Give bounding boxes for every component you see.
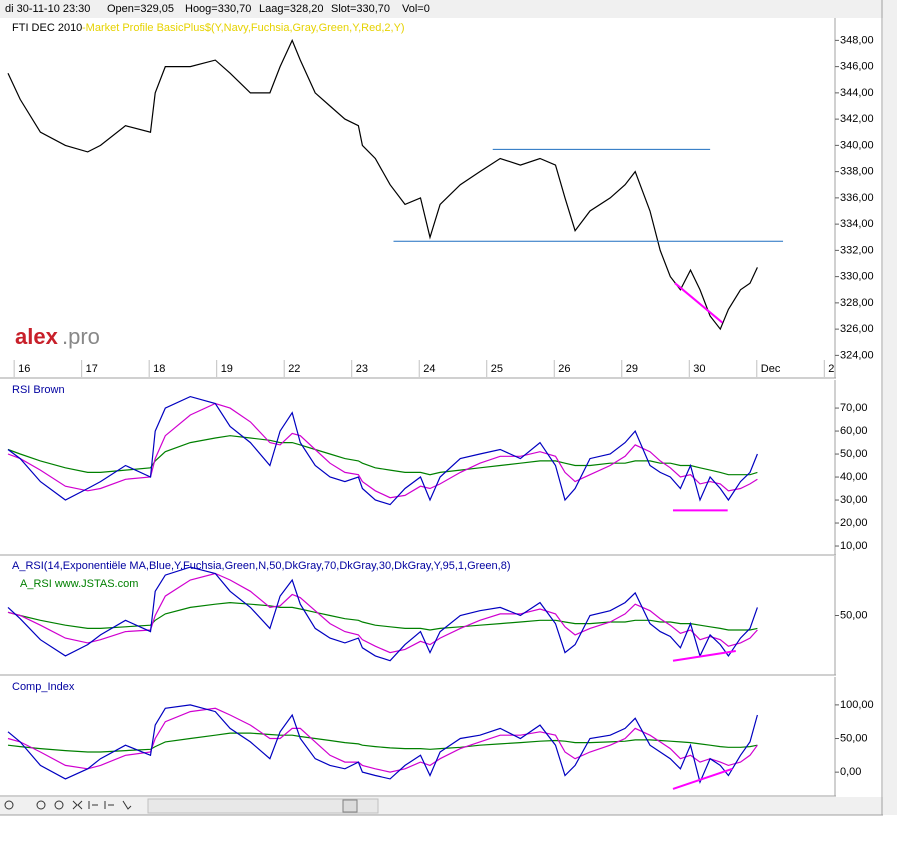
series-line xyxy=(7,38,758,331)
nav-icon[interactable] xyxy=(104,801,114,809)
trend-line xyxy=(672,650,736,662)
y-tick-label: 100,00 xyxy=(840,699,874,711)
status-date: di 30-11-10 23:30 xyxy=(5,3,90,15)
nav-icon[interactable] xyxy=(88,801,98,809)
x-tick-label: 24 xyxy=(423,363,435,375)
y-tick-label: 50,00 xyxy=(840,609,868,621)
trend-line xyxy=(672,767,733,790)
y-tick-label: 344,00 xyxy=(840,87,874,99)
x-tick-label: 25 xyxy=(491,363,503,375)
zoom-icon[interactable] xyxy=(4,800,14,810)
scrollbar[interactable] xyxy=(147,798,379,814)
panel-subtitle: A_RSI www.JSTAS.com xyxy=(20,578,138,590)
y-tick-label: 50,00 xyxy=(840,732,868,744)
y-tick-label: 342,00 xyxy=(840,113,874,125)
zoom-out-icon[interactable] xyxy=(54,800,64,810)
right-margin xyxy=(883,0,897,815)
x-tick-label: 18 xyxy=(153,363,165,375)
x-tick-label: 17 xyxy=(86,363,98,375)
y-tick-label: 70,00 xyxy=(840,402,868,414)
y-tick-label: 10,00 xyxy=(840,540,868,552)
toolbar-icons[interactable] xyxy=(4,798,379,814)
x-tick-label: 16 xyxy=(18,363,30,375)
y-tick-label: 324,00 xyxy=(840,349,874,361)
panel-title: A_RSI(14,Exponentiële MA,Blue,Y,Fuchsia,… xyxy=(12,560,511,572)
y-tick-label: 348,00 xyxy=(840,34,874,46)
x-tick-label: 19 xyxy=(221,363,233,375)
y-tick-label: 332,00 xyxy=(840,244,874,256)
series-line xyxy=(7,732,758,753)
series-line xyxy=(7,435,758,476)
x-tick-label: 30 xyxy=(693,363,705,375)
status-close: Slot=330,70 xyxy=(331,3,390,15)
panel-title: RSI Brown xyxy=(12,384,65,396)
status-volume: Vol=0 xyxy=(402,3,430,15)
y-tick-label: 334,00 xyxy=(840,218,874,230)
series-line xyxy=(7,395,758,506)
series-line xyxy=(7,707,758,773)
pointer-icon[interactable] xyxy=(122,800,132,810)
x-tick-label: 29 xyxy=(626,363,638,375)
logo: .pro xyxy=(62,324,100,349)
panel-subtitle: -Market Profile BasicPlus$(Y,Navy,Fuchsi… xyxy=(82,22,405,34)
y-tick-label: 336,00 xyxy=(840,192,874,204)
trend-line xyxy=(674,282,723,324)
status-open: Open=329,05 xyxy=(107,3,174,15)
zoom-in-icon[interactable] xyxy=(36,800,46,810)
y-tick-label: 0,00 xyxy=(840,766,861,778)
x-tick-label: Dec xyxy=(761,363,781,375)
logo: alex xyxy=(15,324,59,349)
y-tick-label: 30,00 xyxy=(840,494,868,506)
x-tick-label: 22 xyxy=(288,363,300,375)
panel-title: Comp_Index xyxy=(12,681,75,693)
y-tick-label: 40,00 xyxy=(840,471,868,483)
x-tick-label: 26 xyxy=(558,363,570,375)
fit-icon[interactable] xyxy=(72,800,83,810)
panel-title: FTI DEC 2010 xyxy=(12,22,82,34)
y-tick-label: 50,00 xyxy=(840,448,868,460)
y-tick-label: 60,00 xyxy=(840,425,868,437)
scroll-thumb[interactable] xyxy=(342,799,358,813)
series-line xyxy=(7,402,758,499)
status-high: Hoog=330,70 xyxy=(185,3,251,15)
y-tick-label: 20,00 xyxy=(840,517,868,529)
status-bar xyxy=(0,0,883,18)
status-low: Laag=328,20 xyxy=(259,3,324,15)
y-tick-label: 338,00 xyxy=(840,166,874,178)
x-tick-label: 2 xyxy=(828,363,834,375)
y-tick-label: 340,00 xyxy=(840,139,874,151)
y-tick-label: 326,00 xyxy=(840,323,874,335)
y-tick-label: 346,00 xyxy=(840,61,874,73)
series-line xyxy=(7,566,758,662)
y-tick-label: 328,00 xyxy=(840,297,874,309)
series-line xyxy=(7,601,758,631)
y-tick-label: 330,00 xyxy=(840,271,874,283)
x-tick-label: 23 xyxy=(356,363,368,375)
series-line xyxy=(7,572,758,654)
toolbar xyxy=(0,797,883,815)
series-line xyxy=(7,704,758,785)
